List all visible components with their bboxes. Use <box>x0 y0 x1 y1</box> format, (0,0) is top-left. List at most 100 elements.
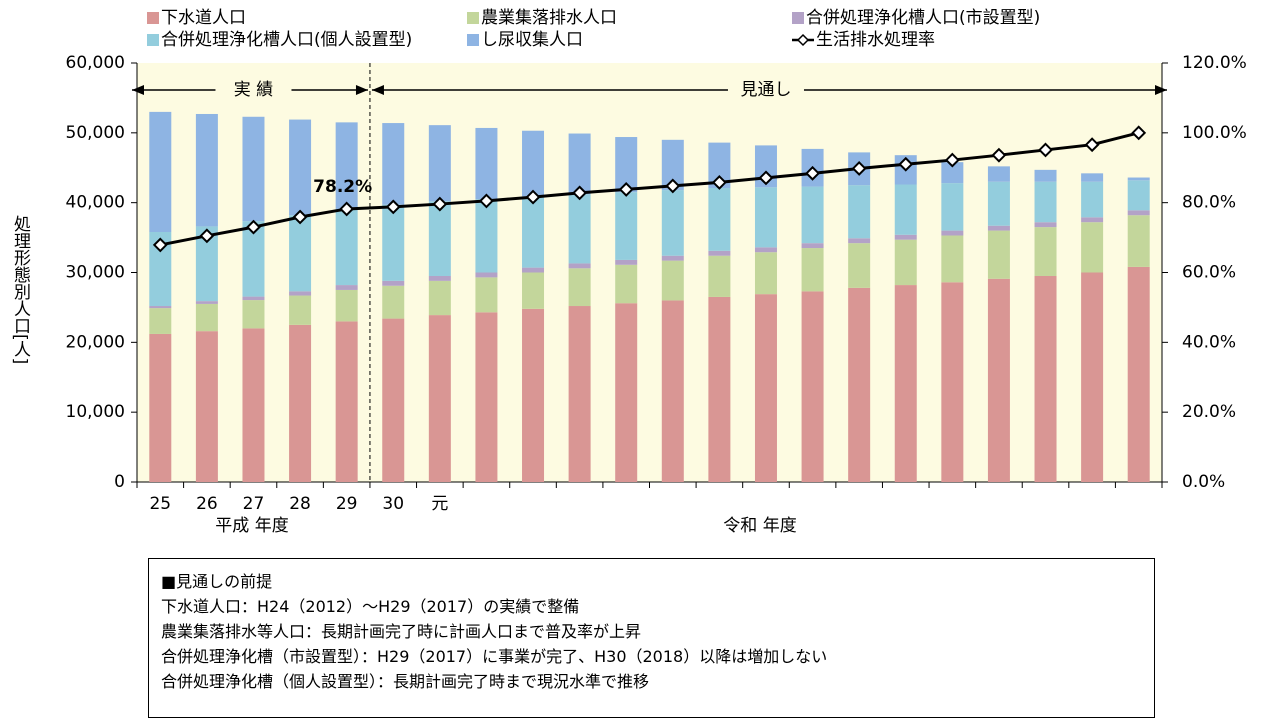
bar-segment <box>894 234 917 240</box>
annotation: 見通し <box>740 80 791 100</box>
bar-segment <box>1081 272 1104 482</box>
bar-segment <box>475 272 498 278</box>
bar-segment <box>1034 227 1057 276</box>
bar-segment <box>801 243 824 249</box>
x-tick-label: 27 <box>243 494 265 514</box>
bar-segment <box>1127 266 1150 482</box>
annotation: 平成 年度 <box>215 516 288 536</box>
bar-segment <box>149 333 172 482</box>
bar-segment <box>335 208 358 286</box>
notes-title: ■見通しの前提 <box>161 572 273 591</box>
bar-segment <box>289 119 312 216</box>
bar-segment <box>289 324 312 482</box>
bar-segment <box>522 308 545 482</box>
bar-segment <box>754 294 777 482</box>
bar-segment <box>615 137 638 193</box>
legend-swatch <box>792 12 804 24</box>
arrow-head <box>1155 85 1167 95</box>
bar-segment <box>1127 180 1150 211</box>
legend-swatch <box>147 12 159 24</box>
y2-tick-label: 80.0% <box>1182 193 1236 213</box>
bar-segment <box>475 277 498 313</box>
notes-line: 下水道人口：H24（2012）～H29（2017）の実績で整備 <box>161 597 580 616</box>
rate-marker <box>292 209 308 225</box>
bar-segment <box>428 125 451 202</box>
notes-line: 合併処理浄化槽（市設置型）：H29（2017）に事業が完了、H30（2018）以… <box>161 647 828 666</box>
rate-marker <box>572 185 588 201</box>
y-tick-label: 60,000 <box>66 53 125 73</box>
bar-segment <box>848 185 871 239</box>
y2-tick-label: 20.0% <box>1182 402 1236 422</box>
bar-segment <box>708 188 731 251</box>
annotation-bg <box>215 78 292 102</box>
legend-label: 合併処理浄化槽人口(個人設置型) <box>161 30 412 50</box>
rate-marker <box>665 178 681 194</box>
bar-segment <box>568 306 591 482</box>
bar-segment <box>568 133 591 195</box>
notes-line: 農業集落排水等人口：長期計画完了時に計画人口まで普及率が上昇 <box>161 622 642 641</box>
bar-segment <box>568 194 591 264</box>
notes-line: 合併処理浄化槽（個人設置型）：長期計画完了時まで現況水準で推移 <box>161 672 650 691</box>
bar-segment <box>661 255 684 261</box>
bar-segment <box>568 268 591 307</box>
bar-segment <box>1081 181 1104 218</box>
x-tick-label: 29 <box>336 494 358 514</box>
rate-marker <box>152 237 168 253</box>
y-tick-label: 40,000 <box>66 193 125 213</box>
bar-segment <box>708 250 731 256</box>
y-tick-label: 20,000 <box>66 332 125 352</box>
bar-segment <box>195 301 218 304</box>
y2-tick-label: 0.0% <box>1182 472 1225 492</box>
bar-segment <box>289 291 312 296</box>
rate-marker <box>851 161 867 176</box>
legend-label: 農業集落排水人口 <box>481 8 617 28</box>
rate-marker <box>1038 142 1053 158</box>
chart: 処理形態別人口[人] 0 10,000 20,000 30,000 40,000 50,0… <box>10 8 1247 536</box>
bar-segment <box>242 300 265 329</box>
arrow-head <box>132 85 144 95</box>
bar-segment <box>708 296 731 482</box>
legend-swatch <box>147 34 159 46</box>
x-tick-label: 元 <box>431 494 448 514</box>
y2-tick-label: 60.0% <box>1182 263 1236 283</box>
rate-marker <box>525 189 541 205</box>
bar-segment <box>382 280 405 286</box>
x-tick-label: 28 <box>289 494 311 514</box>
bar-segment <box>428 315 451 482</box>
rate-marker <box>618 181 634 197</box>
bar-segment <box>428 201 451 276</box>
bar-segment <box>941 183 964 231</box>
bar-segment <box>382 204 405 281</box>
legend-label: し尿収集人口 <box>481 30 583 50</box>
bar-segment <box>1127 215 1150 267</box>
bar-segment <box>801 291 824 482</box>
rate-marker <box>1131 125 1147 141</box>
bar-segment <box>1034 169 1057 182</box>
y-tick-label: 50,000 <box>66 123 125 143</box>
bar-segment <box>848 238 871 244</box>
bar-segment <box>1034 275 1057 482</box>
bar-segment <box>335 122 358 209</box>
bar-segment <box>149 231 172 307</box>
bar-segment <box>149 308 172 334</box>
bar-segment <box>987 225 1010 231</box>
bar-segment <box>661 300 684 482</box>
y2-tick-label: 120.0% <box>1182 53 1247 73</box>
bar-segment <box>754 247 777 253</box>
rate-marker <box>199 228 215 244</box>
bar-segment <box>242 328 265 482</box>
bar-segment <box>242 296 265 301</box>
arrow-head <box>355 85 368 95</box>
bar-segment <box>1034 181 1057 223</box>
y-tick-label: 10,000 <box>66 402 125 422</box>
bar-segment <box>894 184 917 235</box>
bar-segment <box>149 306 172 309</box>
bar-segment <box>382 318 405 482</box>
bar-segment <box>987 230 1010 279</box>
bar-segment <box>615 264 638 304</box>
rate-marker <box>898 156 914 172</box>
bar-segment <box>568 263 591 269</box>
rate-marker <box>432 196 448 212</box>
bar-segment <box>335 289 358 322</box>
